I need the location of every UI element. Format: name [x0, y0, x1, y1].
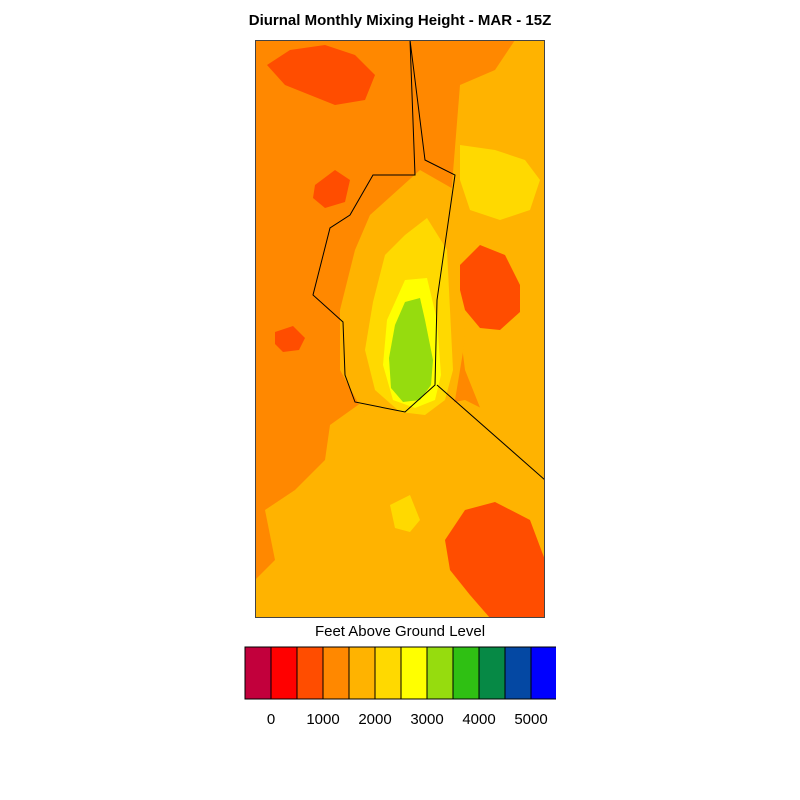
- colorbar-box: [504, 646, 532, 700]
- boundary-line-se: [436, 384, 545, 481]
- colorbar-label: Feet Above Ground Level: [314, 623, 486, 640]
- colorbar-box: [452, 646, 480, 700]
- boundary-line: [312, 40, 456, 413]
- se-low-patch: [445, 502, 545, 618]
- colorbar-tick-label: 2000: [358, 711, 392, 728]
- map-panel: [255, 40, 545, 618]
- nw-low-patch: [267, 45, 375, 105]
- chart-title: Diurnal Monthly Mixing Height - MAR - 15…: [248, 12, 552, 29]
- colorbar-box: [244, 646, 272, 700]
- colorbar-tick-label: 3000: [410, 711, 444, 728]
- colorbar-box: [374, 646, 402, 700]
- colorbar-tick-label: 4000: [462, 711, 496, 728]
- east-yellow-patch: [460, 145, 540, 220]
- colorbar-box: [400, 646, 428, 700]
- colorbar-box: [348, 646, 376, 700]
- east-low-patch: [460, 245, 520, 330]
- central-peak: [389, 298, 433, 402]
- colorbar-tick-label: 5000: [514, 711, 548, 728]
- colorbar-box: [478, 646, 506, 700]
- colorbar-box: [270, 646, 298, 700]
- map-frame: [255, 40, 545, 618]
- colorbar-box: [296, 646, 324, 700]
- colorbar-box: [322, 646, 350, 700]
- colorbar-box: [426, 646, 454, 700]
- south-yellow-patch: [390, 495, 420, 532]
- nw-low-patch-small: [313, 170, 350, 208]
- colorbar-box: [530, 646, 556, 700]
- colorbar-tick-label: 1000: [306, 711, 340, 728]
- colorbar: [244, 646, 556, 700]
- west-low-patch: [275, 326, 305, 352]
- map-svg: [255, 40, 545, 618]
- east-higher-band: [450, 40, 545, 460]
- colorbar-tick-label: 0: [266, 711, 276, 728]
